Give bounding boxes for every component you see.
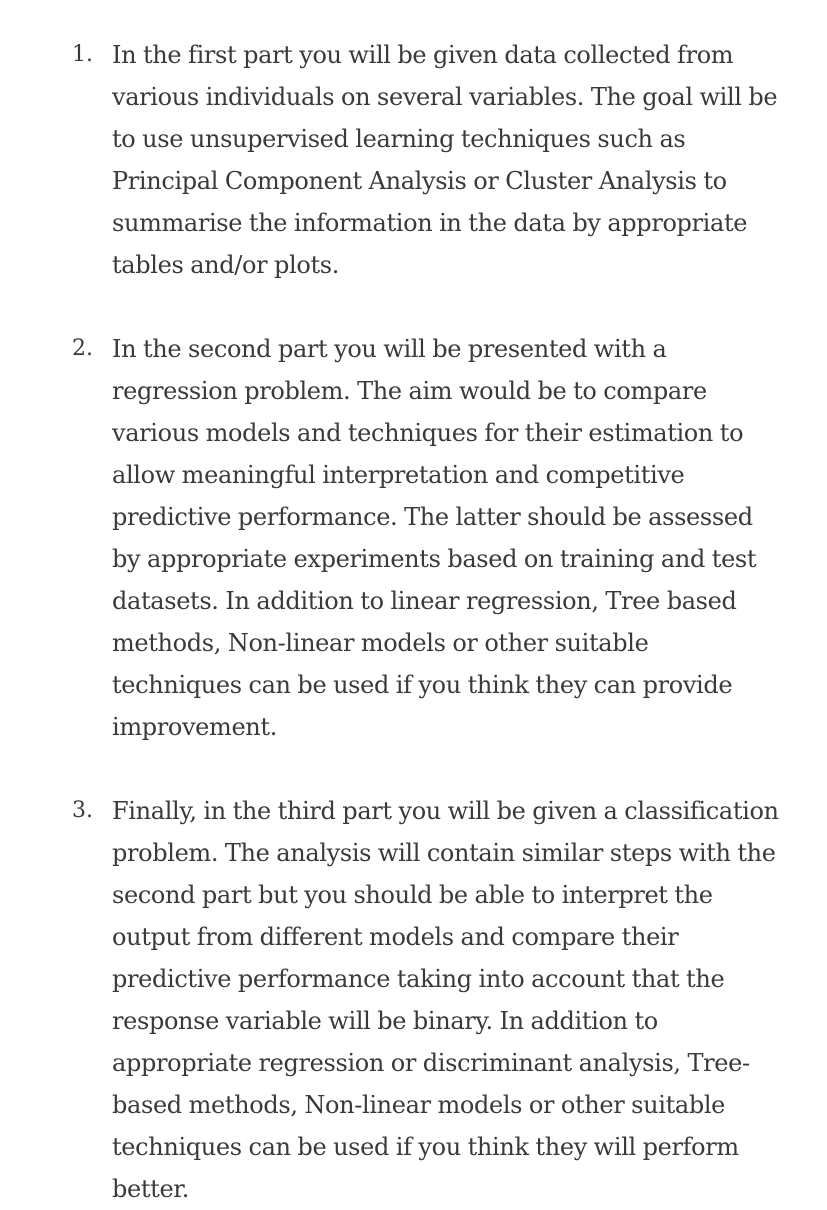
list-item-text: Finally, in the third part you will be g… [112,797,779,1203]
list-item-number: 2. [72,336,93,361]
list-item-text: In the first part you will be given data… [112,41,778,279]
list-item-text: In the second part you will be presented… [112,335,757,741]
list-item-number: 1. [72,42,93,67]
list-item-number: 3. [72,798,93,823]
